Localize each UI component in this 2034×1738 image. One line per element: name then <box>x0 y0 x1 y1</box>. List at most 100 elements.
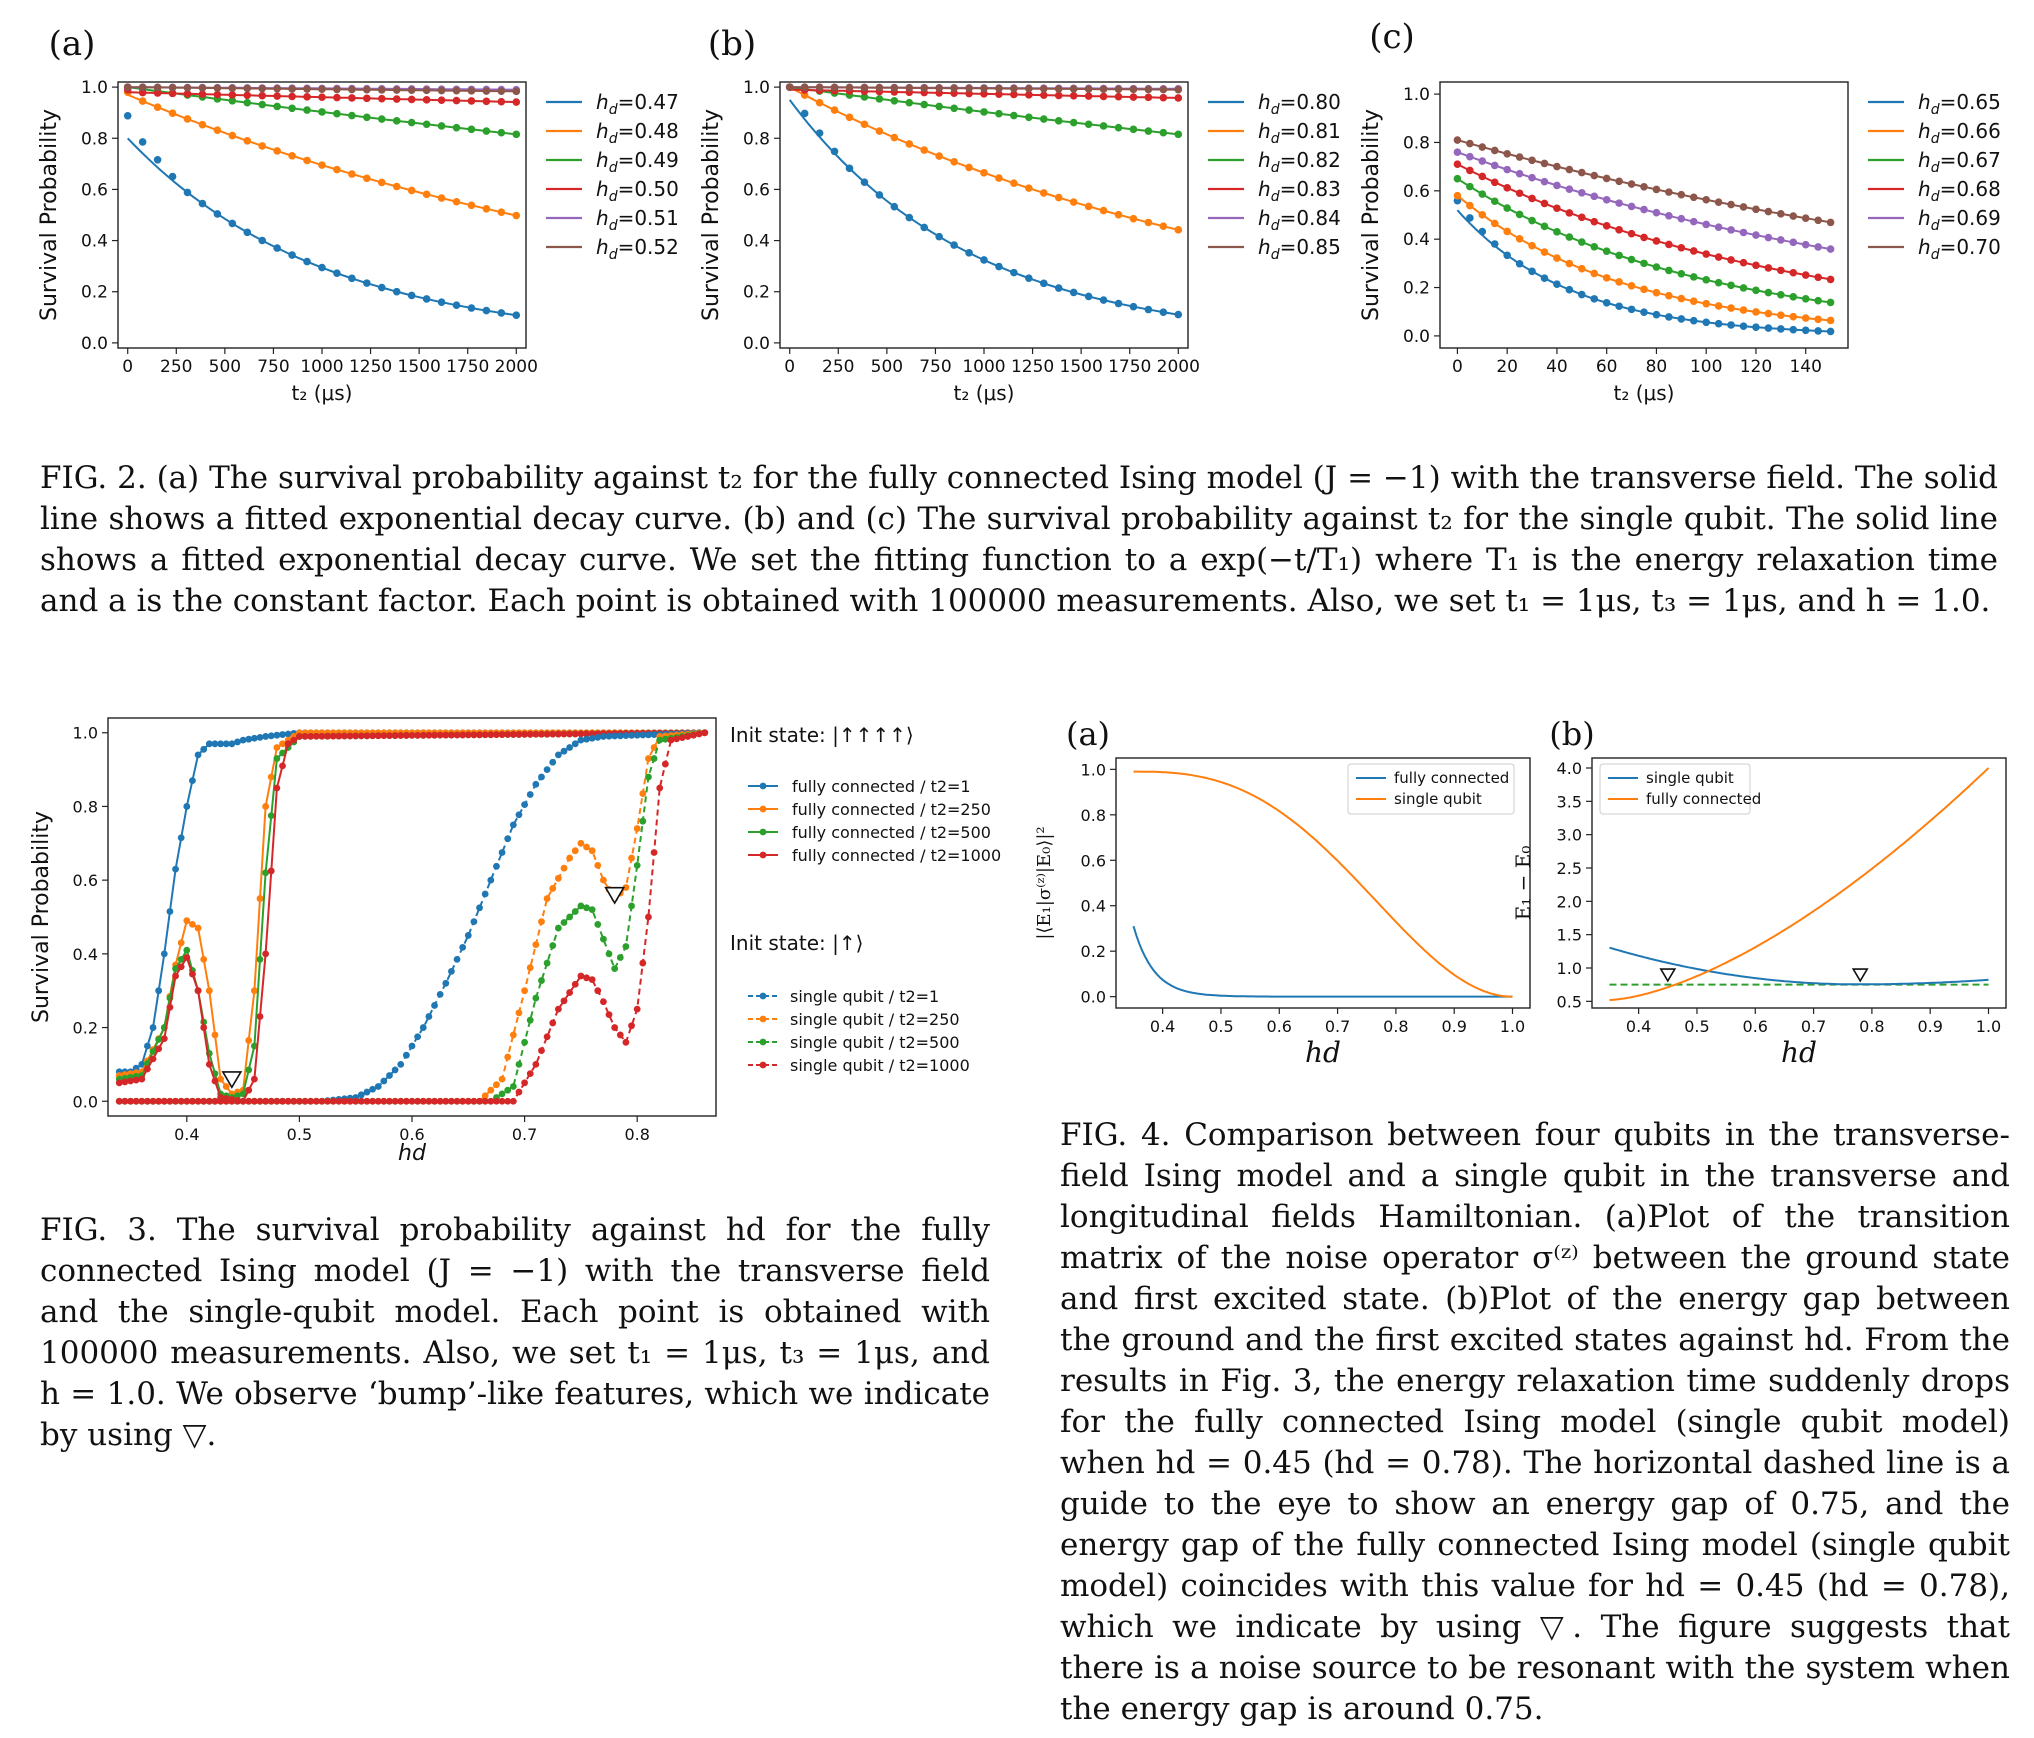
fig2-c-point-5 <box>1590 171 1599 180</box>
fig3-fc-point-3 <box>296 733 303 740</box>
fig2-c-point-2 <box>1565 233 1574 241</box>
fig3-sq-point-3 <box>549 1019 557 1027</box>
fig3-fc-point-1 <box>245 1037 253 1044</box>
fig3-legend-dot-0 <box>759 782 767 790</box>
fig3-sq-point-3 <box>543 1033 551 1041</box>
fig3-fc-point-0 <box>245 735 253 743</box>
fig2-c-ytick-label: 0.6 <box>1403 182 1430 202</box>
fig2-a-point-5 <box>258 84 267 93</box>
fig4b-xtick-label: 0.8 <box>1859 1017 1884 1036</box>
fig2-c-point-5 <box>1814 216 1822 225</box>
fig2-c-point-4 <box>1789 238 1798 247</box>
fig3-sq-point-3 <box>402 1097 410 1105</box>
fig4b-xtick-label: 0.5 <box>1684 1017 1709 1036</box>
fig2-c-point-0 <box>1739 322 1748 330</box>
fig3-fc-line-0 <box>119 731 705 1073</box>
fig2-c-point-4 <box>1826 245 1835 253</box>
fig3-sq-point-1 <box>577 839 585 847</box>
fig2-c-point-1 <box>1602 274 1611 282</box>
fig2-c-point-2 <box>1515 210 1524 219</box>
fig3-ytick-label: 0.8 <box>73 797 98 816</box>
fig3-fc-point-0 <box>234 738 241 746</box>
fig3-sq-point-3 <box>633 1005 641 1013</box>
fig2-a-legend-label-3: hd=0.50 <box>596 177 679 205</box>
fig2-b-ylabel: Survival Probability <box>699 109 724 321</box>
fig2-a-point-0 <box>333 269 341 277</box>
fig3-fc-point-0 <box>262 733 270 740</box>
fig3-fc-point-1 <box>200 955 208 963</box>
fig2-a-point-3 <box>437 96 446 104</box>
fig3-legend-label-0: fully connected / t2=1 <box>792 777 971 796</box>
fig2-c-xtick-label: 60 <box>1596 357 1618 377</box>
fig3-sq-point-0 <box>645 731 652 739</box>
fig3-sq-point-1 <box>515 1009 523 1017</box>
fig3-fc-point-3 <box>538 730 545 738</box>
fig3-sq-point-3 <box>521 1079 528 1087</box>
fig3-sq-point-2 <box>594 920 602 928</box>
fig3-sq-point-1 <box>560 864 568 872</box>
fig2-a-point-0 <box>288 251 296 259</box>
fig4b-ylabel: E₁ − E₀ <box>1511 846 1535 921</box>
fig2-c-point-2 <box>1677 269 1686 278</box>
fig3-sq-point-3 <box>538 1047 545 1054</box>
fig3-ylabel: Survival Probability <box>29 811 54 1023</box>
fig3-sq-point-0 <box>414 1033 422 1041</box>
fig4b-single-qubit-line <box>1609 946 1989 986</box>
fig2-c-point-0 <box>1540 274 1549 282</box>
fig3-fc-point-2 <box>183 946 191 954</box>
fig2-a-point-5 <box>183 83 192 92</box>
fig3-fc-point-0 <box>256 733 264 741</box>
fig3-fc-point-3 <box>200 1024 208 1031</box>
fig2-a-xtick-label: 1750 <box>446 357 489 377</box>
fig3-axes <box>107 717 717 1117</box>
fig3-fc-point-3 <box>369 732 376 740</box>
fig2-b-point-1 <box>920 146 929 154</box>
fig4b-ytick-label: 2.5 <box>1557 859 1582 878</box>
fig3-xlabel: hd <box>398 1141 427 1166</box>
fig2-c-point-5 <box>1453 136 1462 144</box>
fig2-c-point-3 <box>1478 172 1487 181</box>
fig3-sq-point-0 <box>357 1091 365 1099</box>
fig2-b-point-3 <box>1174 94 1183 102</box>
fig3-fc-point-2 <box>172 965 179 972</box>
fig2-c-point-0 <box>1627 305 1636 314</box>
fig2-a-point-5 <box>198 84 207 92</box>
fig3-sq-point-0 <box>386 1072 393 1079</box>
fig4b-legend-label-0: single qubit <box>1646 769 1734 787</box>
fig2-c-point-3 <box>1652 237 1661 245</box>
fig2-b-point-1 <box>1025 184 1033 192</box>
fig2-c-point-2 <box>1652 263 1661 271</box>
fig3-bump-marker-1 <box>604 886 626 905</box>
fig2-c-point-0 <box>1565 285 1574 294</box>
fig3-fc-point-3 <box>487 731 495 739</box>
fig3-sq-point-3 <box>684 733 692 740</box>
fig2-c-point-1 <box>1739 306 1748 314</box>
fig3-fc-point-3 <box>341 732 348 740</box>
fig3-sq-point-1 <box>526 964 534 972</box>
fig2-c-point-5 <box>1490 146 1499 155</box>
fig3-sq-point-0 <box>622 732 630 740</box>
fig3-legend-label-4: single qubit / t2=1 <box>790 987 939 1006</box>
fig3-fc-point-3 <box>414 731 422 739</box>
fig3-fc-point-3 <box>262 950 270 958</box>
fig2-a-point-2 <box>422 120 431 129</box>
fig2-a-point-1 <box>138 97 147 105</box>
fig3-fc-point-3 <box>166 1003 174 1011</box>
fig2-b-point-3 <box>1025 91 1033 99</box>
fig2-c-point-4 <box>1615 199 1623 207</box>
fig4a-ytick-label: 0.4 <box>1081 897 1106 916</box>
fig3-sq-point-2 <box>605 950 613 958</box>
fig2-b-point-0 <box>1025 274 1033 282</box>
fig2-b-point-3 <box>1039 91 1048 99</box>
fig2-b-point-0 <box>920 223 929 232</box>
fig2-c-point-4 <box>1752 231 1760 239</box>
fig2-a-point-0 <box>318 263 326 272</box>
fig2-c-point-1 <box>1652 288 1661 297</box>
fig2-b-point-2 <box>860 93 869 101</box>
fig3-sq-point-3 <box>250 1097 258 1105</box>
fig3-legend-dot-1 <box>759 805 767 813</box>
fig2-c-point-3 <box>1689 247 1698 255</box>
fig2-c-point-3 <box>1665 240 1673 249</box>
fig2-b-point-1 <box>980 169 988 177</box>
fig2-a-point-0 <box>243 228 252 237</box>
